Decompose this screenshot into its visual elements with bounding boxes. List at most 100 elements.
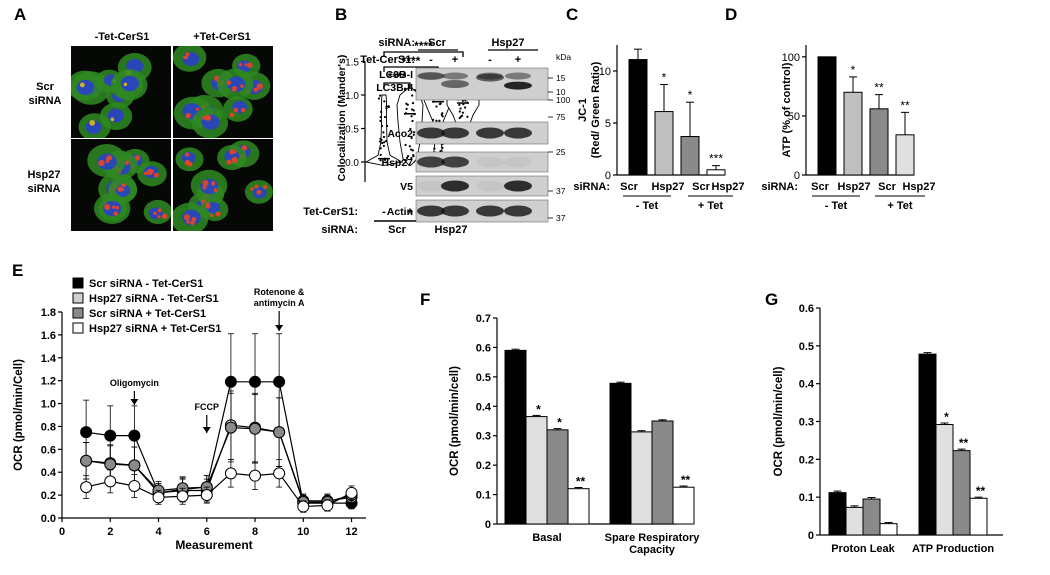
puncta: [98, 159, 105, 167]
violin-point: [441, 146, 444, 149]
puncta: [184, 55, 189, 60]
significance-label: *: [944, 410, 949, 424]
violin-point: [381, 142, 384, 145]
puncta: [240, 84, 244, 88]
bar: [630, 431, 653, 525]
violin-point: [385, 105, 388, 108]
blot-band: [504, 180, 532, 192]
panel-letter-f: F: [420, 290, 430, 309]
y-tick-label: 0.2: [476, 460, 491, 472]
x-tick-label: 10: [297, 526, 309, 538]
legend-swatch: [72, 307, 84, 319]
violin-point: [380, 138, 383, 142]
violin-point: [435, 119, 438, 122]
data-point: [128, 459, 141, 472]
violin-y-tick-label: 1.5: [345, 58, 359, 69]
puncta: [232, 149, 237, 154]
y-tick-label: 0.6: [41, 444, 56, 456]
y-tick-label: 0.1: [799, 492, 814, 504]
blot-band: [476, 180, 504, 192]
data-point: [297, 500, 310, 513]
y-tick-label: 0.7: [476, 313, 491, 325]
bar: [525, 416, 548, 525]
data-point: [224, 421, 237, 434]
y-axis-label: JC-1: [577, 98, 589, 122]
y-tick-label: 50: [788, 111, 800, 123]
blot-band: [417, 72, 445, 80]
violin-point: [403, 88, 407, 92]
x-category-label: ATP Production: [912, 543, 994, 555]
violin-point: [404, 143, 407, 147]
puncta: [215, 211, 221, 217]
band-label-v5: V5: [400, 181, 413, 193]
data-point: [80, 481, 93, 494]
marker-label: 25: [556, 147, 566, 157]
x-axis-label: Measurement: [175, 538, 252, 552]
puncta: [240, 107, 246, 113]
x-category-label: Basal: [532, 532, 561, 544]
marker-label: 37: [556, 213, 566, 223]
group-label: - Tet: [636, 200, 659, 212]
violin-point: [463, 106, 467, 109]
violin-point: [412, 109, 415, 112]
violin-point: [385, 161, 388, 164]
x-prefix: siRNA:: [573, 181, 610, 193]
significance-label: ****: [402, 54, 421, 68]
violin-group-scr: Scr: [388, 224, 406, 236]
puncta: [157, 208, 162, 213]
blot-band: [441, 180, 469, 192]
blot-band: [441, 127, 469, 139]
micrograph-scr-minus-tet: [71, 46, 171, 138]
violin-point: [378, 140, 382, 143]
puncta: [143, 171, 148, 176]
cells: [71, 52, 152, 138]
group-label: + Tet: [887, 200, 913, 212]
bar: [651, 420, 674, 525]
violin-point: [412, 153, 415, 157]
violin-point: [383, 100, 386, 103]
y-tick-label: 1.6: [41, 330, 56, 342]
puncta: [161, 213, 168, 219]
bar: [504, 349, 527, 525]
y-tick-label: 0: [605, 170, 611, 182]
puncta: [184, 152, 190, 157]
panel-letter-d: D: [725, 5, 737, 24]
significance-label: **: [976, 484, 986, 498]
micrograph-scr-plus-tet: [173, 46, 273, 138]
y-axis-label: (Red/ Green Ratio): [590, 61, 602, 158]
violin-point: [379, 159, 382, 162]
violin-point: [383, 115, 387, 119]
violin-y-axis-label: Colocalization (Mander's): [336, 55, 348, 182]
bar: [952, 450, 971, 536]
violin-point: [458, 103, 461, 106]
blot-band: [476, 205, 504, 217]
violin-point: [407, 155, 410, 158]
blot-band: [504, 81, 532, 90]
row-label-hsp27: Hsp27: [27, 169, 60, 181]
significance-label: *: [557, 416, 562, 430]
y-tick-label: 0.6: [799, 303, 814, 315]
violin-point: [379, 147, 382, 150]
blot-band: [441, 205, 469, 217]
legend-label: Scr siRNA + Tet-CerS1: [89, 308, 206, 320]
blot-tet-sign: +: [515, 54, 521, 66]
puncta: [154, 172, 159, 178]
x-prefix: siRNA:: [761, 181, 798, 193]
data-point: [273, 467, 286, 480]
violin-point: [459, 115, 463, 118]
x-tick-label: Scr: [620, 181, 638, 193]
significance-label: **: [959, 436, 969, 450]
blot-band: [476, 127, 504, 139]
puncta: [229, 149, 235, 155]
y-tick-label: 0.4: [799, 379, 815, 391]
row-label-hsp27-sirna: siRNA: [27, 183, 60, 195]
bar: [969, 497, 988, 536]
bar: [680, 136, 700, 176]
x-tick-label: Scr: [692, 181, 710, 193]
data-point: [273, 375, 286, 388]
y-tick-label: 5: [605, 118, 611, 130]
blot-band: [504, 205, 532, 217]
puncta: [210, 181, 216, 186]
blot-band: [441, 80, 469, 88]
